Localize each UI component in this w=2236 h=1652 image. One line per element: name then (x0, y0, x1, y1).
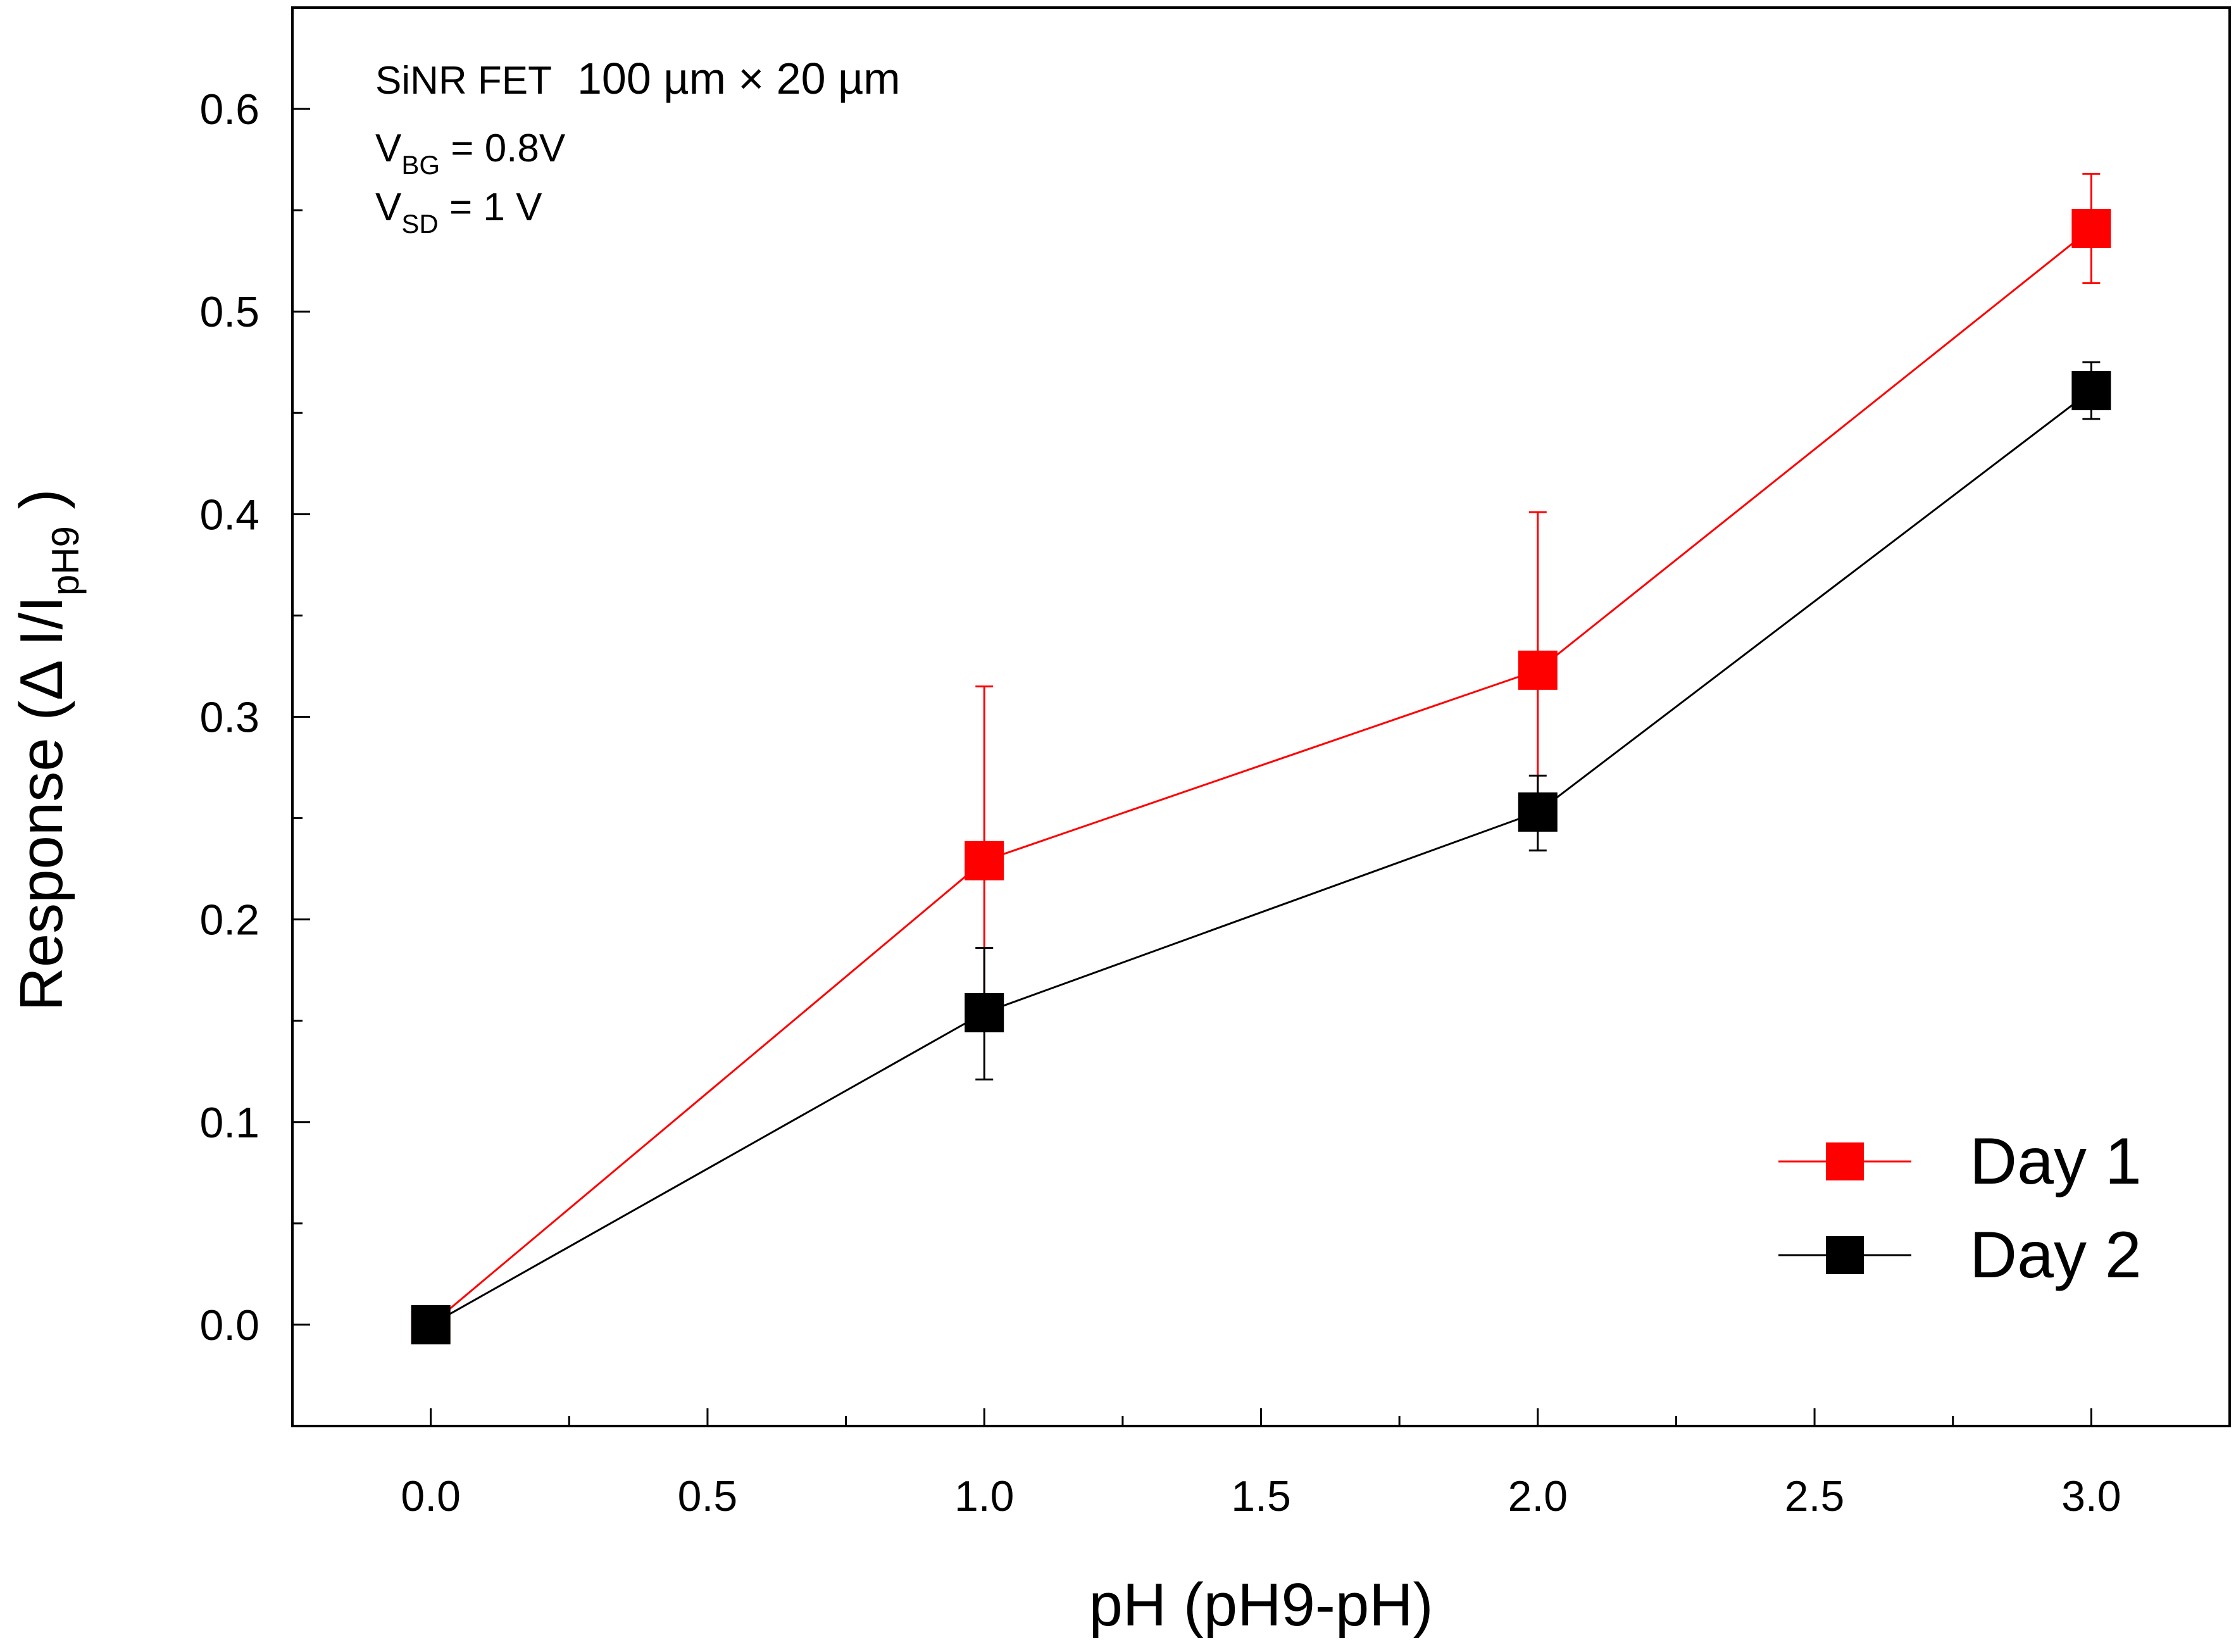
data-point-day1 (965, 841, 1004, 880)
annotation-vbg-sub: BG (401, 150, 440, 180)
y-axis-title-close: ) (8, 489, 75, 526)
y-axis-title-main: Response (Δ I/I (8, 596, 75, 1011)
x-tick-label: 3.0 (2061, 1472, 2121, 1520)
y-tick-label: 0.5 (199, 288, 259, 336)
data-point-day2 (965, 992, 1004, 1032)
data-point-day1 (2071, 208, 2111, 248)
x-tick-label: 2.0 (1508, 1472, 1568, 1520)
y-tick-label: 0.1 (199, 1099, 259, 1147)
legend: Day 1 Day 2 (1778, 1125, 2142, 1292)
y-tick-label: 0.0 (199, 1301, 259, 1349)
y-tick-label: 0.4 (199, 491, 259, 539)
data-point-day2 (1518, 792, 1558, 832)
legend-marker-day1 (1826, 1142, 1864, 1180)
y-tick-label: 0.2 (199, 896, 259, 944)
data-point-day2 (2071, 371, 2111, 411)
annotation-vsd-sub: SD (401, 209, 438, 239)
data-point-day2 (411, 1305, 451, 1344)
axis-tick-labels: 0.0 0.5 1.0 1.5 2.0 2.5 3.0 0.0 0.1 0.2 0.3 0.4 0.5 0… (199, 85, 2121, 1520)
annotation-device-dims: 100 µm × 20 µm (577, 54, 901, 103)
x-tick-label: 1.0 (954, 1472, 1015, 1520)
legend-label-day1: Day 1 (1970, 1125, 2142, 1198)
axis-ticks (292, 108, 2092, 1427)
x-tick-label: 1.5 (1231, 1472, 1291, 1520)
annotation-line-vbg: VBG = 0.8V (375, 127, 566, 180)
annotation-vbg-v: V (375, 127, 402, 170)
y-tick-label: 0.3 (199, 694, 259, 742)
x-tick-label: 0.0 (401, 1472, 461, 1520)
annotation-line-vsd: VSD = 1 V (375, 185, 542, 239)
legend-label-day2: Day 2 (1970, 1218, 2142, 1292)
series-line-day1 (430, 227, 2092, 1326)
series-line-day2 (430, 389, 2092, 1326)
legend-marker-day2 (1826, 1236, 1864, 1274)
annotation-vsd-v: V (375, 185, 402, 229)
data-point-day1 (1518, 650, 1558, 690)
annotation-line-device: SiNR FET 100 µm × 20 µm (375, 54, 901, 103)
x-tick-label: 2.5 (1785, 1472, 1845, 1520)
y-axis-title-subscript: pH9 (44, 526, 87, 596)
x-axis-title: pH (pH9-pH) (1089, 1571, 1433, 1639)
y-tick-label: 0.6 (199, 85, 259, 134)
data-markers (411, 208, 2111, 1344)
device-annotation: SiNR FET 100 µm × 20 µm VBG = 0.8V VSD = … (375, 54, 901, 239)
x-tick-label: 0.5 (678, 1472, 738, 1520)
annotation-vbg-value: = 0.8V (440, 127, 566, 170)
series-lines (430, 227, 2092, 1326)
annotation-vsd-value: = 1 V (439, 185, 542, 229)
plot-area-frame (291, 6, 2231, 1427)
annotation-device-name: SiNR FET (375, 59, 552, 103)
y-axis-title: Response (Δ I/IpH9 ) (8, 489, 87, 1011)
